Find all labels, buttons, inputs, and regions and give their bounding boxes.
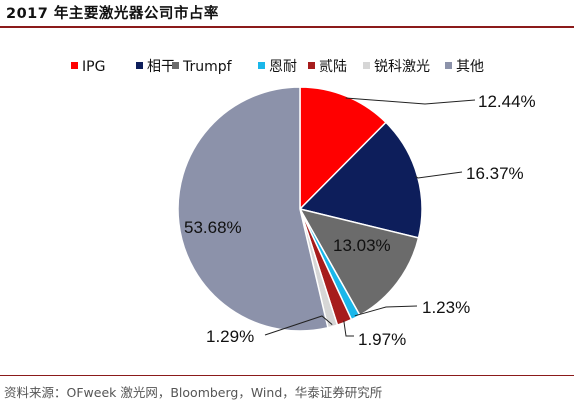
legend-label-series-4: 恩耐 — [269, 59, 297, 75]
pie-slice-series-1 — [299, 86, 387, 211]
chart-title: 2017 年主要激光器公司市占率 — [6, 6, 219, 22]
legend-swatch-series-5 — [308, 62, 315, 69]
leader-line-series-4 — [354, 305, 418, 317]
legend-label-series-5: 贰陆 — [319, 58, 347, 75]
legend-label-series-3: Trumpf — [182, 59, 233, 75]
title-divider — [0, 26, 574, 28]
source-note: 资料来源：OFweek 激光网，Bloomberg，Wind，华泰证券研究所 — [4, 385, 383, 400]
leader-line-series-1 — [345, 97, 476, 105]
legend-label-series-6: 锐科激光 — [374, 58, 430, 75]
data-label-series-4: 1.23% — [422, 298, 470, 317]
leader-line-series-2 — [415, 171, 463, 179]
pie-slices — [177, 86, 423, 332]
legend-swatch-series-3 — [172, 62, 179, 69]
data-label-series-6: 1.29% — [206, 327, 254, 346]
legend-swatch-series-2 — [136, 62, 143, 69]
legend-label-series-7: 其他 — [456, 59, 484, 75]
leader-line-series-6 — [264, 315, 333, 336]
leader-line-series-5 — [343, 320, 354, 337]
data-labels: 12.44% 16.37% 13.03% 1.23% 1.97% 1.29% 53.68% — [184, 92, 536, 349]
legend-swatch-series-4 — [258, 62, 265, 69]
leader-lines — [264, 97, 476, 337]
data-label-series-2: 16.37% — [466, 164, 524, 183]
pie-slice-series-2 — [298, 121, 423, 239]
data-label-series-3: 13.03% — [333, 236, 391, 255]
pie-slice-series-7 — [177, 86, 329, 332]
legend-swatch-series-7 — [445, 62, 452, 69]
legend-swatch-series-6 — [363, 62, 370, 69]
chart-legend: IPG 相干 Trumpf 恩耐 贰陆 锐科激光 其他 — [71, 58, 484, 75]
legend-swatch-series-1 — [71, 62, 78, 69]
legend-label-series-1: IPG — [82, 59, 105, 75]
data-label-series-1: 12.44% — [478, 92, 536, 111]
legend-label-series-2: 相干 — [147, 59, 175, 75]
data-label-series-7: 53.68% — [184, 218, 242, 237]
source-divider — [0, 375, 574, 376]
data-label-series-5: 1.97% — [358, 330, 406, 349]
